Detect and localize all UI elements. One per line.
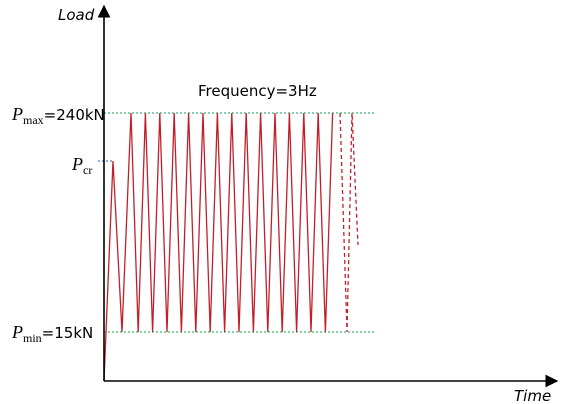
pmin-label: Pmin=15kN — [11, 322, 93, 345]
subscript: min — [23, 331, 42, 345]
pmax-label: Pmax=240kN — [11, 104, 105, 127]
y-axis-label: Load — [58, 6, 95, 24]
symbol: P — [71, 154, 83, 174]
subscript: cr — [83, 163, 92, 177]
symbol: P — [11, 104, 23, 124]
x-axis-label: Time — [514, 387, 551, 404]
symbol: P — [11, 322, 23, 342]
pcr-label: Pcr — [71, 154, 92, 177]
frequency-label: Frequency=3Hz — [198, 82, 317, 100]
value: =240kN — [44, 106, 105, 124]
subscript: max — [23, 113, 44, 127]
load-curve — [103, 112, 334, 382]
load-curve-continued — [339, 112, 359, 333]
value: =15kN — [42, 324, 94, 342]
